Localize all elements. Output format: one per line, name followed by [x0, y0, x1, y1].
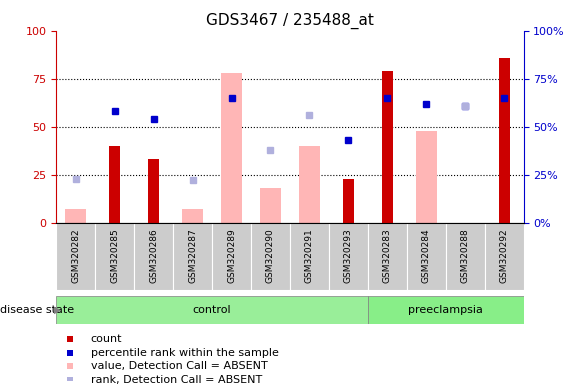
- Bar: [182, 209, 203, 223]
- Bar: [415, 131, 437, 223]
- Bar: [329, 223, 368, 290]
- Bar: [368, 223, 406, 290]
- Bar: [173, 223, 212, 290]
- Bar: [290, 223, 329, 290]
- Text: GSM320284: GSM320284: [422, 228, 431, 283]
- Text: value, Detection Call = ABSENT: value, Detection Call = ABSENT: [91, 361, 267, 371]
- Bar: [368, 296, 524, 324]
- Bar: [343, 179, 354, 223]
- Bar: [95, 223, 134, 290]
- Bar: [299, 146, 320, 223]
- Bar: [485, 223, 524, 290]
- Bar: [382, 71, 393, 223]
- Bar: [148, 159, 159, 223]
- Text: GSM320283: GSM320283: [383, 228, 392, 283]
- Bar: [260, 188, 281, 223]
- Bar: [109, 146, 120, 223]
- Text: GSM320293: GSM320293: [344, 228, 353, 283]
- Text: GSM320292: GSM320292: [499, 228, 508, 283]
- Text: GSM320285: GSM320285: [110, 228, 119, 283]
- Bar: [56, 296, 368, 324]
- Text: GSM320286: GSM320286: [149, 228, 158, 283]
- Bar: [406, 223, 446, 290]
- Text: preeclampsia: preeclampsia: [408, 305, 483, 315]
- Text: count: count: [91, 334, 122, 344]
- Text: rank, Detection Call = ABSENT: rank, Detection Call = ABSENT: [91, 375, 262, 384]
- Text: GSM320287: GSM320287: [188, 228, 197, 283]
- Bar: [134, 223, 173, 290]
- Bar: [499, 58, 510, 223]
- Text: GSM320282: GSM320282: [72, 228, 81, 283]
- Text: GSM320289: GSM320289: [227, 228, 236, 283]
- Title: GDS3467 / 235488_at: GDS3467 / 235488_at: [206, 13, 374, 29]
- Bar: [251, 223, 290, 290]
- Text: ▶: ▶: [53, 305, 61, 315]
- Bar: [56, 223, 95, 290]
- Text: GSM320290: GSM320290: [266, 228, 275, 283]
- Text: GSM320288: GSM320288: [461, 228, 470, 283]
- Text: disease state: disease state: [0, 305, 78, 315]
- Text: GSM320291: GSM320291: [305, 228, 314, 283]
- Text: percentile rank within the sample: percentile rank within the sample: [91, 348, 279, 358]
- Bar: [446, 223, 485, 290]
- Bar: [221, 73, 242, 223]
- Text: control: control: [193, 305, 231, 315]
- Bar: [212, 223, 251, 290]
- Bar: [65, 209, 87, 223]
